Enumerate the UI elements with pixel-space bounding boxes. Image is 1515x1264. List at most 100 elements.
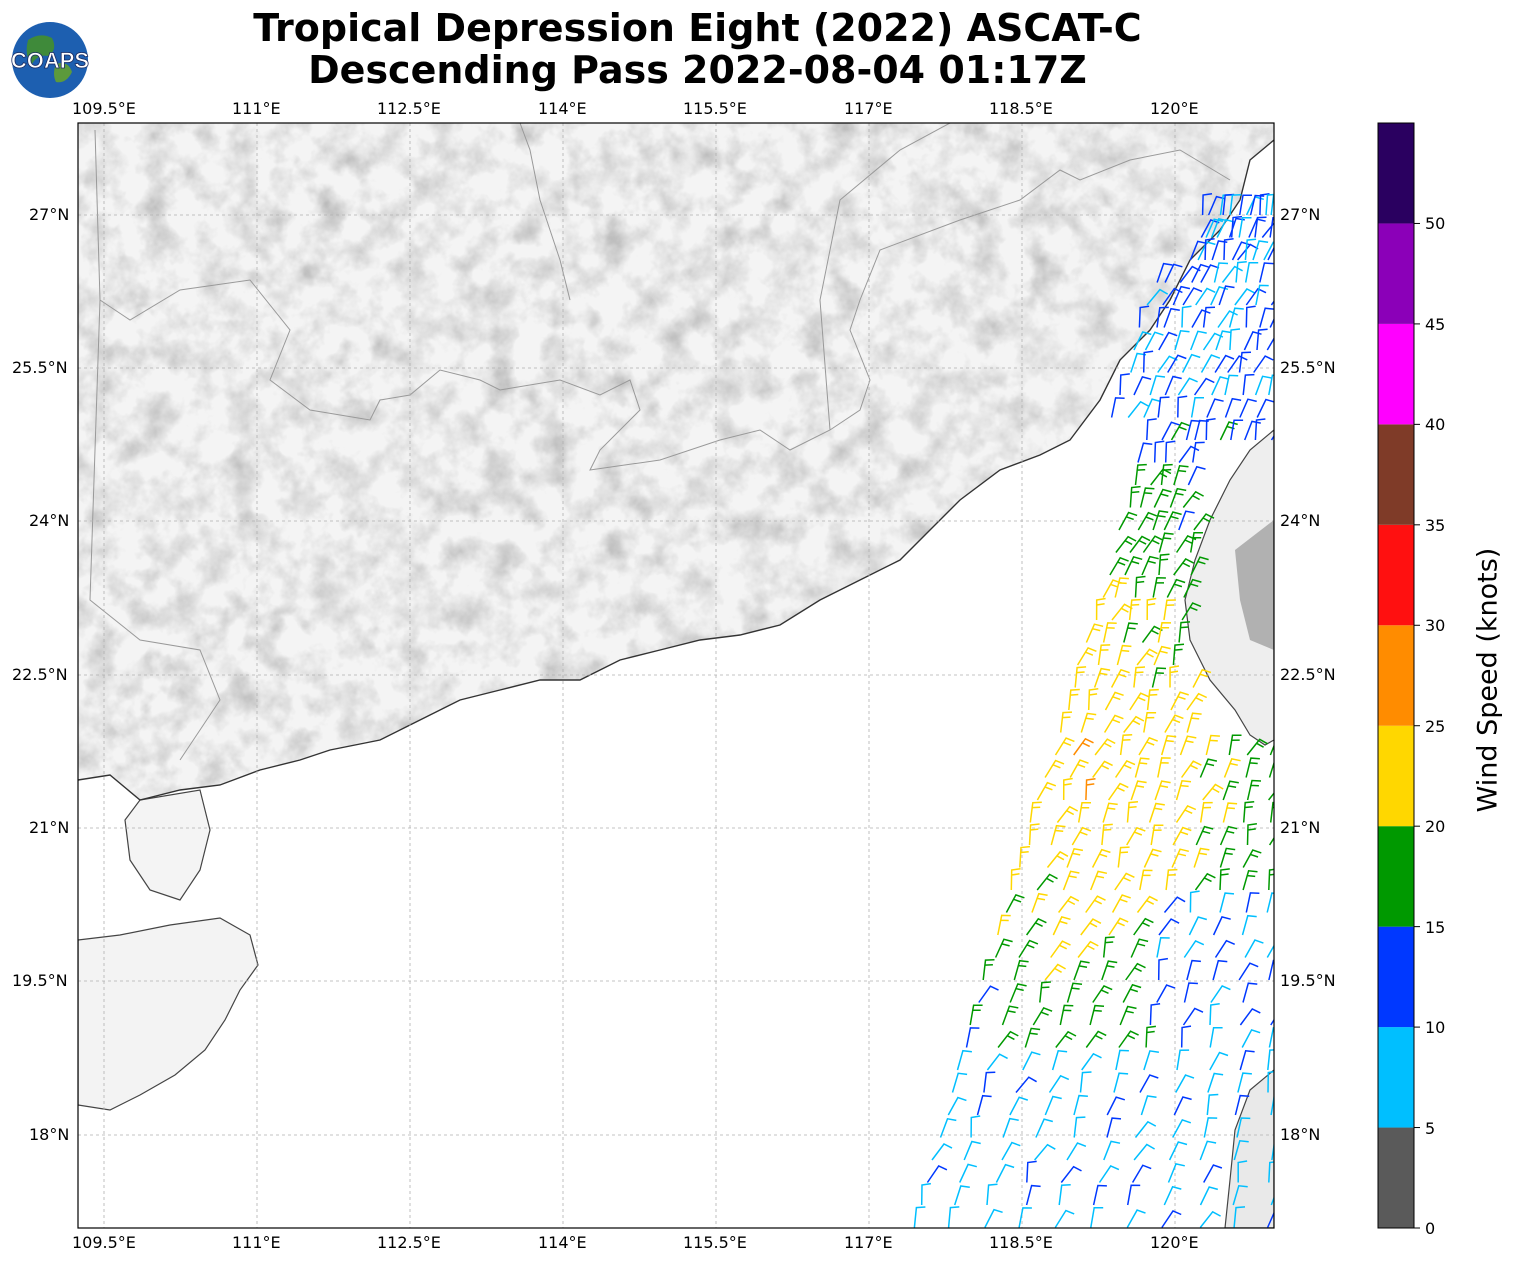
wind-barb — [1087, 688, 1099, 711]
wind-barb — [1163, 599, 1176, 621]
wind-barb — [1026, 1160, 1037, 1183]
wind-barb — [970, 1115, 981, 1138]
wind-barb — [1187, 465, 1206, 486]
wind-barb — [1141, 555, 1159, 576]
wind-barb — [1115, 535, 1137, 553]
wind-barb — [1178, 445, 1200, 463]
lon-tick-bottom: 109.5°E — [72, 1233, 136, 1252]
wind-barb — [947, 1096, 967, 1116]
wind-barb — [1133, 917, 1154, 936]
wind-barb — [1111, 894, 1131, 913]
wind-barb — [1150, 824, 1164, 846]
wind-barb — [1058, 895, 1080, 913]
wind-barb — [1158, 331, 1178, 351]
wind-barb — [1085, 623, 1104, 643]
wind-barb — [1193, 377, 1215, 396]
wind-barb — [1268, 791, 1274, 801]
wind-barb — [1175, 804, 1197, 823]
wind-barb — [1209, 1051, 1229, 1071]
wind-barb — [1234, 1094, 1250, 1116]
wind-barb — [1195, 825, 1214, 846]
wind-barb — [1156, 937, 1170, 958]
lat-tick-right: 24°N — [1280, 511, 1321, 530]
wind-barb — [1066, 1142, 1087, 1161]
wind-barb — [1157, 757, 1171, 778]
wind-barb — [1134, 1120, 1157, 1138]
wind-barb — [1052, 916, 1071, 936]
wind-barb — [976, 1094, 992, 1116]
lon-tick-top: 120°E — [1150, 99, 1199, 118]
wind-barb — [1172, 1118, 1192, 1138]
wind-barb — [997, 914, 1011, 936]
wind-barb — [995, 1163, 1015, 1183]
wind-barb — [926, 1165, 948, 1183]
wind-barb — [1269, 317, 1274, 328]
lon-tick-bottom: 117°E — [844, 1233, 893, 1252]
wind-barb — [1175, 779, 1192, 801]
wind-barb — [1228, 734, 1242, 756]
wind-barb — [1028, 823, 1040, 846]
wind-barb — [1060, 1165, 1082, 1183]
wind-barb — [1259, 307, 1274, 328]
wind-barb — [1114, 759, 1136, 778]
wind-barb — [1179, 735, 1197, 756]
wind-barb — [1266, 944, 1274, 958]
wind-barb — [1244, 238, 1257, 261]
wind-barb — [1232, 1184, 1248, 1206]
wind-barb — [1160, 734, 1177, 756]
lon-tick-bottom: 120°E — [1150, 1233, 1199, 1252]
wind-barb — [1163, 896, 1186, 913]
wind-barb — [1197, 241, 1216, 261]
wind-barb — [1058, 1184, 1071, 1206]
wind-barb — [1245, 305, 1256, 328]
wind-barb — [1160, 463, 1173, 486]
wind-barb — [1230, 215, 1243, 238]
wind-barb — [1129, 692, 1150, 711]
wind-barb — [1025, 917, 1047, 936]
wind-barb — [1130, 780, 1147, 801]
wind-barb — [1110, 397, 1125, 418]
wind-barb — [1138, 736, 1158, 756]
wind-barb — [1163, 1185, 1182, 1206]
wind-barb — [1114, 872, 1135, 891]
wind-barb — [1183, 940, 1205, 958]
colorbar-label: 35 — [1425, 516, 1446, 535]
wind-barb — [1074, 666, 1087, 688]
wind-barb — [1018, 939, 1039, 958]
wind-barb — [1009, 983, 1027, 1003]
coaps-logo: COAPS — [10, 22, 90, 98]
wind-barb — [1200, 264, 1220, 283]
wind-barb — [1222, 780, 1239, 801]
wind-barb — [1239, 398, 1257, 418]
wind-barb — [1114, 577, 1129, 598]
wind-barb — [1223, 238, 1234, 261]
colorbar-label: 50 — [1425, 214, 1446, 233]
wind-barb — [1241, 914, 1257, 936]
wind-barb — [1015, 1076, 1037, 1093]
wind-barb — [1108, 917, 1129, 936]
wind-barb — [1156, 262, 1173, 283]
wind-barb — [1113, 1072, 1129, 1093]
wind-barb — [1106, 1117, 1122, 1138]
wind-barb — [969, 1004, 983, 1026]
wind-barb — [1254, 216, 1267, 238]
wind-barb — [1167, 1163, 1185, 1183]
wind-barb — [1180, 760, 1202, 778]
wind-barb — [1267, 1049, 1274, 1071]
wind-barb — [1107, 782, 1129, 801]
colorbar-label: 40 — [1425, 415, 1446, 434]
lat-tick-left: 25.5°N — [12, 358, 68, 377]
wind-barb — [1211, 376, 1230, 396]
wind-barb — [1217, 310, 1238, 328]
wind-barb — [1238, 351, 1252, 373]
wind-barb — [1118, 511, 1138, 531]
wind-barb — [1245, 287, 1267, 306]
wind-barb — [1214, 354, 1235, 373]
wind-barb — [1222, 193, 1235, 216]
svg-text:COAPS: COAPS — [11, 48, 89, 73]
wind-barb — [1102, 936, 1115, 958]
wind-barb — [1071, 826, 1092, 846]
wind-barb — [1237, 243, 1259, 261]
wind-barb — [1193, 847, 1210, 868]
